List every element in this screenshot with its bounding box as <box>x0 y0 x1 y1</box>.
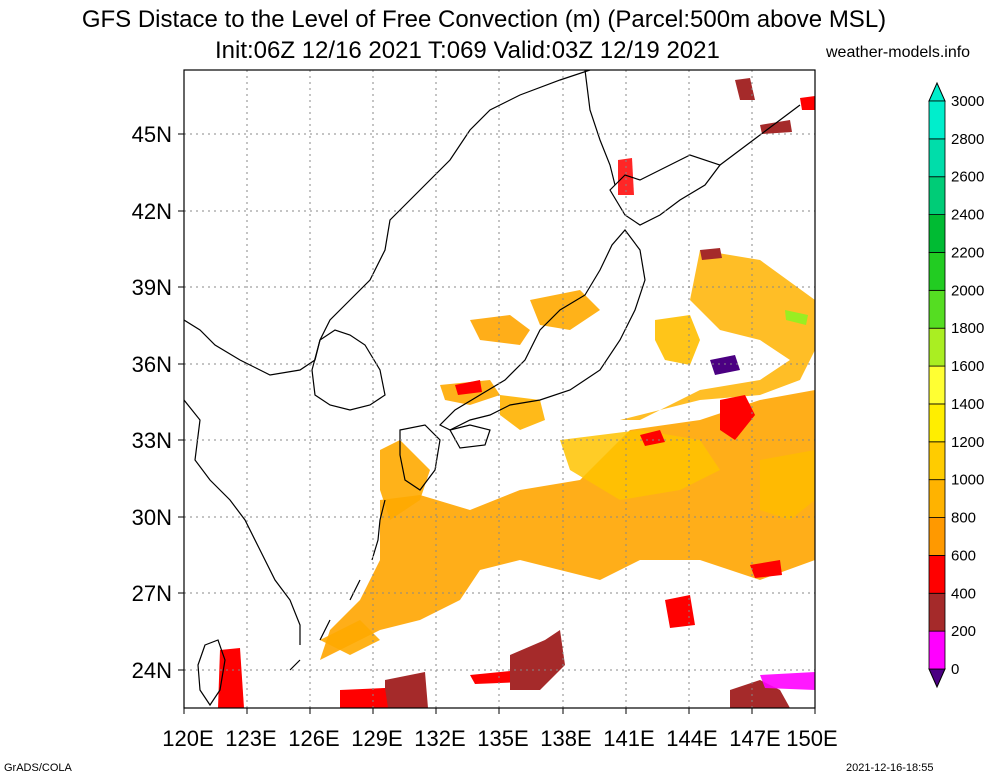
lon-label: 150E <box>786 726 837 751</box>
lon-label: 135E <box>477 726 528 751</box>
colorbar-label: 800 <box>951 510 976 527</box>
lon-label: 147E <box>729 726 780 751</box>
colorbar-swatch <box>928 403 946 443</box>
colorbar-label: 0 <box>951 661 959 678</box>
colorbar-low-arrow <box>928 668 946 689</box>
lon-label: 138E <box>540 726 591 751</box>
coastlines <box>184 70 801 707</box>
colorbar-label: 2600 <box>951 169 984 186</box>
lat-label: 42N <box>132 199 172 224</box>
colorbar-swatch <box>928 630 946 670</box>
colorbar-label: 1400 <box>951 396 984 413</box>
lon-label: 132E <box>414 726 465 751</box>
colorbar-label: 1800 <box>951 320 984 337</box>
lat-label: 33N <box>132 428 172 453</box>
lon-label: 120E <box>162 726 213 751</box>
colorbar-swatch <box>928 214 946 253</box>
colorbar-label: 1600 <box>951 358 984 375</box>
colorbar-swatch <box>928 252 946 291</box>
axis-ticks <box>178 133 816 714</box>
lat-label: 45N <box>132 122 172 147</box>
lat-labels: 45N 42N 39N 36N 33N 30N 27N 24N <box>132 122 172 683</box>
lfc-field <box>218 78 815 708</box>
lat-label: 27N <box>132 581 172 606</box>
lon-label: 141E <box>603 726 654 751</box>
lat-label: 36N <box>132 352 172 377</box>
colorbar-label: 1000 <box>951 472 984 489</box>
colorbar-swatch <box>928 479 946 518</box>
lon-label: 126E <box>288 726 339 751</box>
lon-labels: 120E 123E 126E 129E 132E 135E 138E 141E … <box>162 726 837 751</box>
colorbar-swatch <box>928 100 946 140</box>
colorbar-label: 3000 <box>951 93 984 110</box>
colorbar-swatch <box>928 441 946 481</box>
site-credit: weather-models.info <box>826 44 971 61</box>
title-line-1: GFS Distace to the Level of Free Convect… <box>81 6 887 33</box>
lon-label: 123E <box>225 726 276 751</box>
colorbar-swatch <box>928 517 946 556</box>
colorbar-swatch <box>928 138 946 178</box>
lon-label: 129E <box>351 726 402 751</box>
colorbar-label: 2000 <box>951 282 984 299</box>
colorbar-high-arrow <box>928 81 946 102</box>
lat-label: 24N <box>132 658 172 683</box>
title-line-2-text: Init:06Z 12/16 2021 T:069 Valid:03Z 12/1… <box>215 37 720 64</box>
colorbar-label: 2800 <box>951 131 984 148</box>
colorbar-swatch <box>928 176 946 216</box>
lat-label: 30N <box>132 505 172 530</box>
colorbar: 0 200 400 600 800 1000 1200 1400 1600 1800 2000 220… <box>928 81 984 689</box>
colorbar-swatch <box>928 555 946 594</box>
generated-timestamp: 2021-12-16-18:55 <box>846 762 934 774</box>
colorbar-label: 2400 <box>951 207 984 224</box>
lon-label: 144E <box>666 726 717 751</box>
colorbar-swatch <box>928 592 946 632</box>
map-grid <box>184 70 815 708</box>
colorbar-label: 2200 <box>951 244 984 261</box>
colorbar-label: 1200 <box>951 434 984 451</box>
colorbar-swatch <box>928 327 946 367</box>
colorbar-label: 400 <box>951 585 976 602</box>
colorbar-swatch <box>928 365 946 405</box>
colorbar-label: 200 <box>951 623 976 640</box>
lat-label: 39N <box>132 275 172 300</box>
software-credit: GrADS/COLA <box>4 762 72 774</box>
colorbar-swatch <box>928 289 946 329</box>
colorbar-label: 600 <box>951 547 976 564</box>
